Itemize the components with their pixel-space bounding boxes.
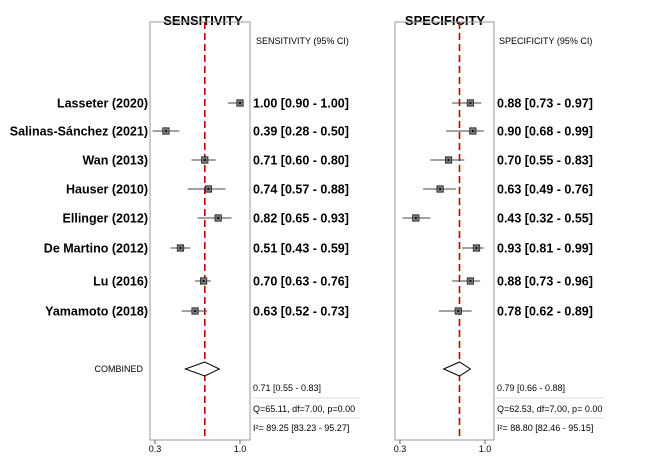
sensitivity-ci-label-1: 1.00 [0.90 - 1.00] [253,97,349,111]
sensitivity-point-center-7 [202,280,205,282]
specificity-point-center-5 [414,217,417,219]
sensitivity-ci-label-7: 0.70 [0.63 - 0.76] [253,275,349,289]
specificity-ci-label-5: 0.43 [0.32 - 0.55] [497,212,593,226]
sensitivity-point-center-5 [217,217,220,219]
sensitivity-point-center-2 [164,130,167,132]
study-label-1: Lasseter (2020) [57,97,148,111]
sensitivity-i2-statistic: I²= 89.25 [83.23 - 95.27] [253,423,349,433]
sensitivity-point-center-3 [203,159,206,161]
sensitivity-combined-value: 0.71 [0.55 - 0.83] [253,383,321,393]
specificity-title: SPECIFICITY [405,13,486,28]
sensitivity-point-center-4 [207,188,210,190]
study-label-4: Hauser (2010) [66,183,148,197]
study-label-2: Salinas-Sánchez (2021) [10,125,148,139]
specificity-ci-label-8: 0.78 [0.62 - 0.89] [497,305,593,319]
sensitivity-q-statistic: Q=65.11, df=7.00, p=0.00 [253,404,355,414]
sensitivity-point-center-8 [194,310,197,312]
specificity-ci-label-6: 0.93 [0.81 - 0.99] [497,242,593,256]
sensitivity-ci-label-8: 0.63 [0.52 - 0.73] [253,305,349,319]
sensitivity-column-header: SENSITIVITY (95% CI) [256,36,349,46]
study-label-7: Lu (2016) [93,275,148,289]
study-label-6: De Martino (2012) [44,242,148,256]
sensitivity-ci-label-4: 0.74 [0.57 - 0.88] [253,183,349,197]
study-label-5: Ellinger (2012) [63,212,148,226]
study-label-8: Yamamoto (2018) [45,305,148,319]
sensitivity-tick-label-1: 0.3 [149,444,162,454]
specificity-point-center-4 [439,188,442,190]
combined-label: COMBINED [94,364,143,374]
sensitivity-ci-label-3: 0.71 [0.60 - 0.80] [253,154,349,168]
sensitivity-title: SENSITIVITY [163,13,243,28]
specificity-ci-label-1: 0.88 [0.73 - 0.97] [497,97,593,111]
specificity-point-center-3 [447,159,450,161]
sensitivity-ci-label-6: 0.51 [0.43 - 0.59] [253,242,349,256]
sensitivity-plot-frame [149,21,251,441]
specificity-combined-diamond [442,361,472,377]
specificity-point-center-1 [469,102,472,104]
specificity-combined-value: 0.79 [0.66 - 0.88] [497,383,565,393]
specificity-ci-label-7: 0.88 [0.73 - 0.96] [497,275,593,289]
specificity-tick-label-2: 1.0 [479,444,492,454]
specificity-tick-label-1: 0.3 [394,444,407,454]
specificity-point-center-6 [475,247,478,249]
specificity-point-center-8 [457,310,460,312]
sensitivity-point-center-1 [239,102,241,104]
sensitivity-ci-label-5: 0.82 [0.65 - 0.93] [253,212,349,226]
sensitivity-ci-label-2: 0.39 [0.28 - 0.50] [253,125,349,139]
specificity-plot-frame [394,21,495,441]
sensitivity-tick-label-2: 1.0 [234,444,247,454]
specificity-point-center-7 [469,280,472,282]
specificity-i2-statistic: I²= 88.80 [82.46 - 95.15] [497,423,593,433]
study-label-3: Wan (2013) [82,154,148,168]
sensitivity-combined-diamond [183,361,221,377]
specificity-ci-label-2: 0.90 [0.68 - 0.99] [497,125,593,139]
specificity-column-header: SPECIFICITY (95% CI) [499,36,592,46]
specificity-ci-label-4: 0.63 [0.49 - 0.76] [497,183,593,197]
specificity-ci-label-3: 0.70 [0.55 - 0.83] [497,154,593,168]
sensitivity-point-center-6 [179,247,182,249]
specificity-q-statistic: Q=62.53, df=7.00, p= 0.00 [497,404,602,414]
specificity-point-center-2 [471,130,474,132]
